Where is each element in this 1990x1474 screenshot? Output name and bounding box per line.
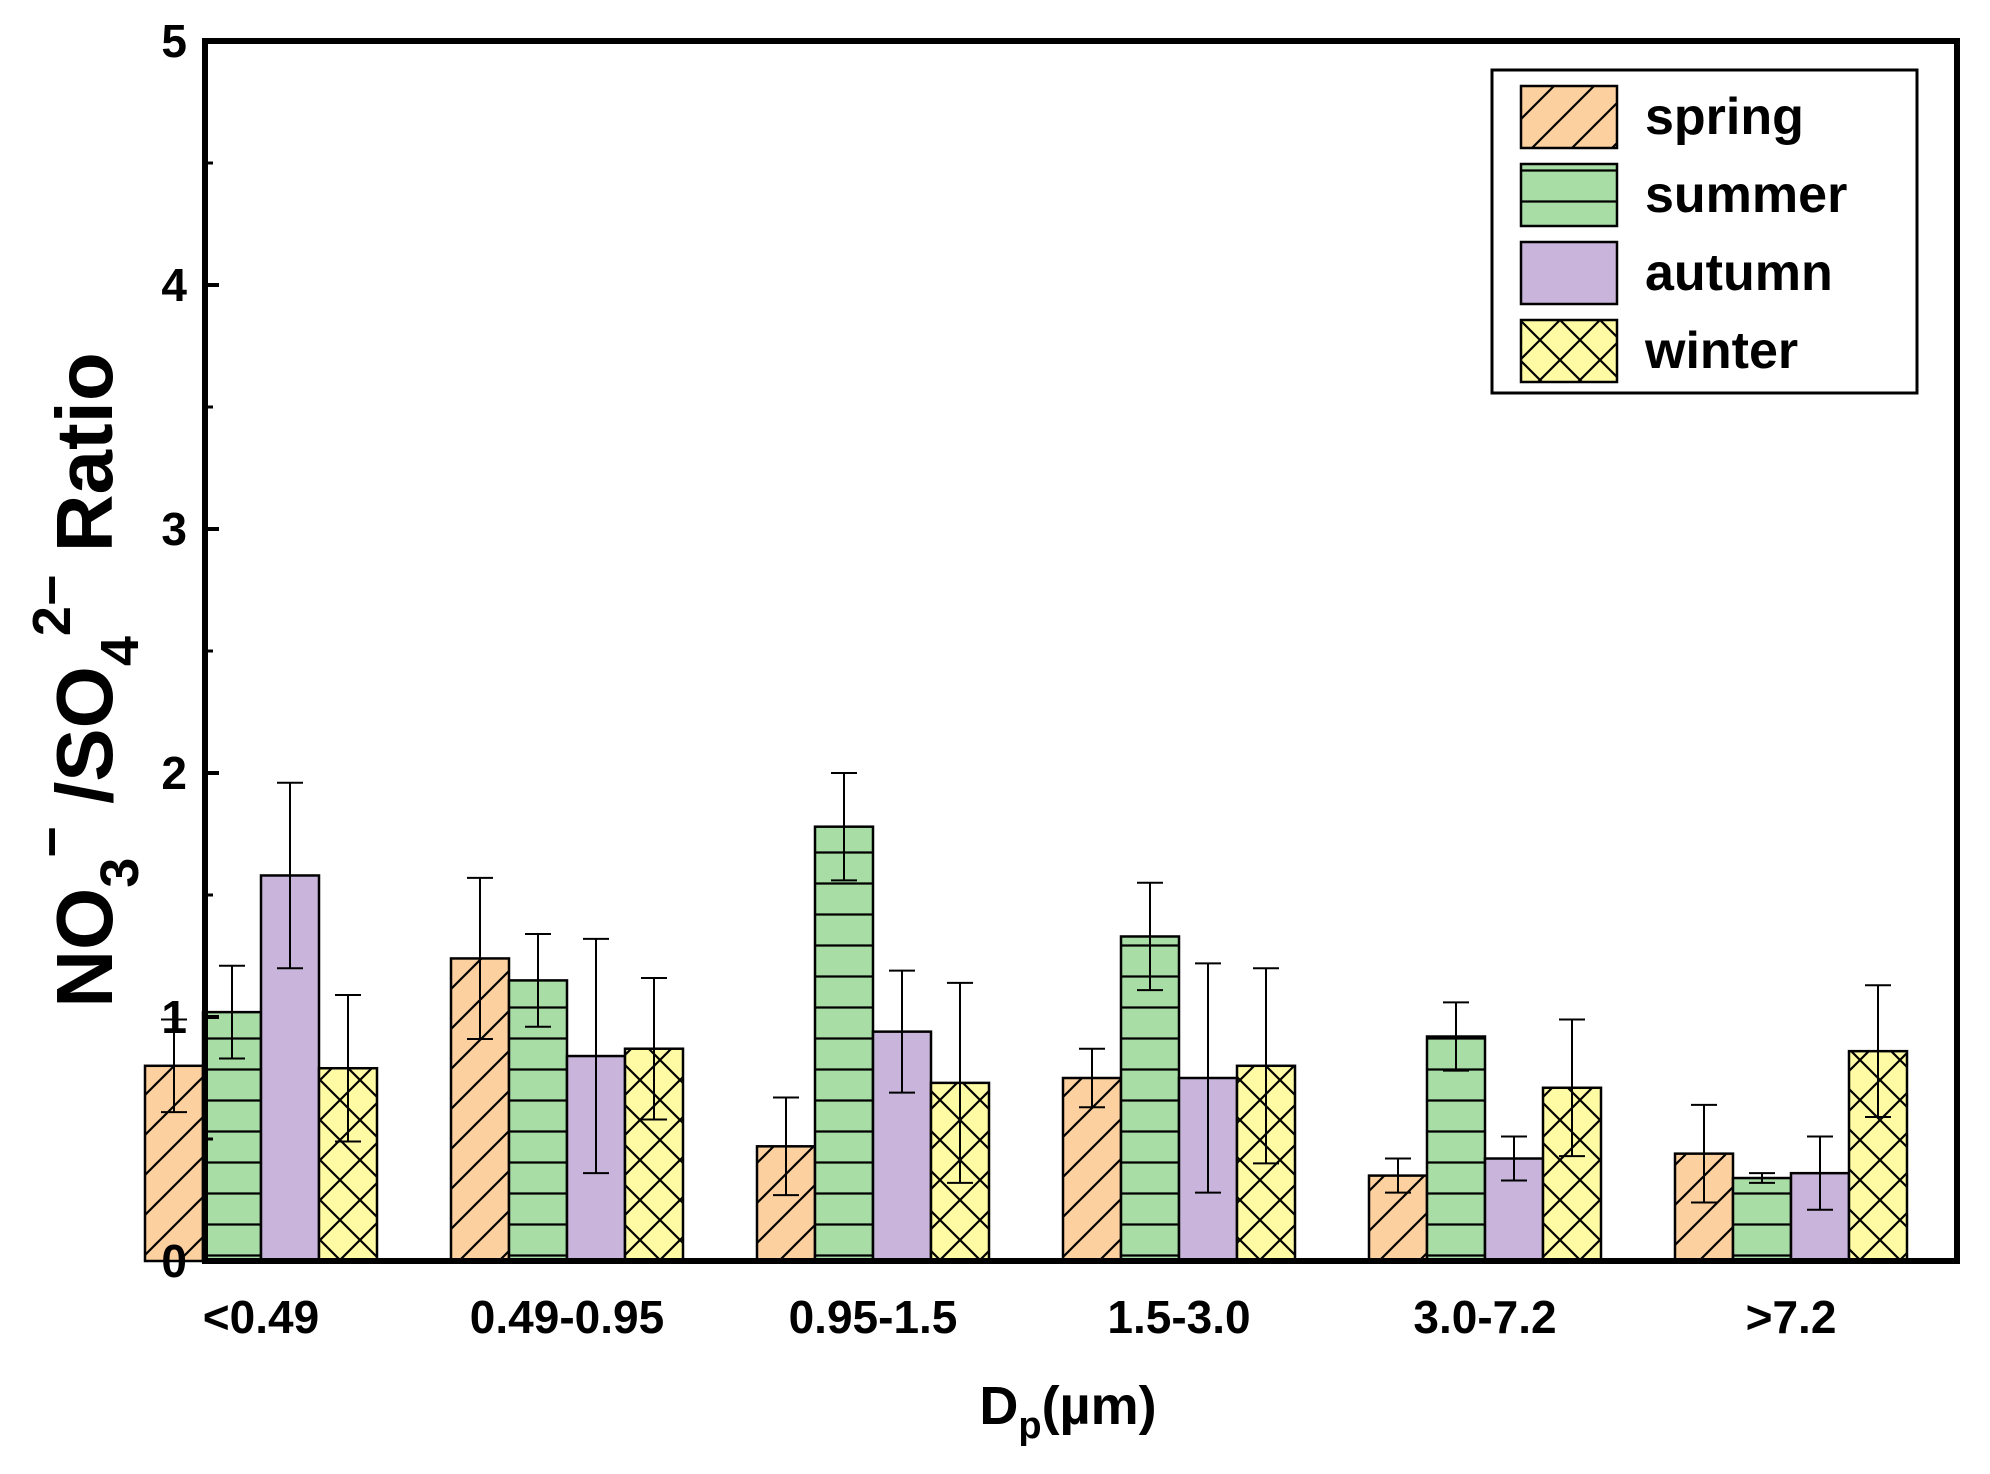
legend-swatch-pattern <box>1521 320 1617 382</box>
legend: spring summer autumn winter <box>1490 68 1919 395</box>
error-bar-spring-1 <box>467 876 493 1040</box>
x-tick-label: >7.2 <box>1746 1291 1837 1343</box>
legend-item-autumn: autumn <box>1519 240 1833 306</box>
error-bars-layer <box>161 772 1891 1211</box>
error-bar-summer-3 <box>1137 881 1163 992</box>
legend-swatch-autumn <box>1521 242 1617 304</box>
error-bar-spring-5 <box>1691 1103 1717 1204</box>
legend-swatch-outline <box>1519 240 1619 306</box>
bar-pattern <box>815 826 873 1261</box>
error-bar-spring-3 <box>1079 1047 1105 1109</box>
bar-pattern <box>1733 1178 1791 1261</box>
bar-summer-5 <box>1731 1176 1793 1263</box>
error-bar-winter-4 <box>1559 1018 1585 1158</box>
x-tick-label: 1.5-3.0 <box>1107 1291 1250 1343</box>
y-tick-label: 0 <box>161 1235 187 1287</box>
legend-item-winter: winter <box>1519 318 1798 384</box>
legend-label-spring: spring <box>1645 88 1804 146</box>
y-tick-label: 2 <box>161 747 187 799</box>
y-tick-label: 5 <box>161 15 187 67</box>
bar-pattern <box>1427 1036 1485 1261</box>
error-bar-summer-0 <box>219 964 245 1060</box>
error-bar-autumn-4 <box>1501 1135 1527 1182</box>
legend-swatch-pattern <box>1521 164 1617 226</box>
error-bar-winter-3 <box>1253 967 1279 1165</box>
error-bar-autumn-3 <box>1195 962 1221 1194</box>
x-tick-label: 0.95-1.5 <box>789 1291 958 1343</box>
legend-swatch-outline <box>1519 318 1619 384</box>
legend-label-summer: summer <box>1645 166 1847 224</box>
bar-summer-2 <box>813 825 875 1263</box>
bar-spring-3 <box>1061 1076 1123 1263</box>
error-bar-autumn-1 <box>583 937 609 1175</box>
y-tick-label: 4 <box>161 259 187 311</box>
error-bar-autumn-0 <box>277 781 303 970</box>
error-bar-spring-2 <box>773 1096 799 1197</box>
bars-layer <box>143 825 1909 1263</box>
error-bar-summer-2 <box>831 772 857 882</box>
legend-swatch-outline <box>1519 162 1619 228</box>
y-tick-label: 3 <box>161 503 187 555</box>
error-bar-autumn-2 <box>889 969 915 1094</box>
error-bar-winter-1 <box>641 976 667 1121</box>
x-tick-label: 3.0-7.2 <box>1413 1291 1556 1343</box>
error-bar-summer-1 <box>525 933 551 1028</box>
y-tick-label: 1 <box>161 991 187 1043</box>
bar-pattern <box>1063 1078 1121 1261</box>
x-tick-label: 0.49-0.95 <box>470 1291 664 1343</box>
error-bar-summer-5 <box>1749 1172 1775 1184</box>
legend-label-autumn: autumn <box>1645 244 1833 302</box>
legend-swatch-outline <box>1519 84 1619 150</box>
legend-swatch-pattern <box>1521 86 1617 148</box>
legend-item-summer: summer <box>1519 162 1847 228</box>
error-bar-winter-0 <box>335 994 361 1143</box>
x-tick-label: <0.49 <box>203 1291 319 1343</box>
error-bar-autumn-5 <box>1807 1135 1833 1211</box>
bar-summer-4 <box>1425 1035 1487 1263</box>
y-axis-title: NO3− /SO42− Ratio <box>22 352 150 1008</box>
x-axis-title: Dp(µm) <box>979 1376 1156 1447</box>
error-bar-spring-4 <box>1385 1157 1411 1194</box>
error-bar-winter-2 <box>947 981 973 1184</box>
x-axis: <0.49 0.49-0.95 0.95-1.5 1.5-3.0 3.0-7.2 >7.2 <box>203 1291 1837 1343</box>
error-bar-spring-0 <box>161 1018 187 1114</box>
legend-item-spring: spring <box>1519 84 1804 150</box>
legend-label-winter: winter <box>1644 322 1798 380</box>
error-bar-summer-4 <box>1443 1001 1469 1072</box>
y-axis: 0 1 2 3 4 5 <box>161 15 219 1287</box>
error-bar-winter-5 <box>1865 984 1891 1119</box>
